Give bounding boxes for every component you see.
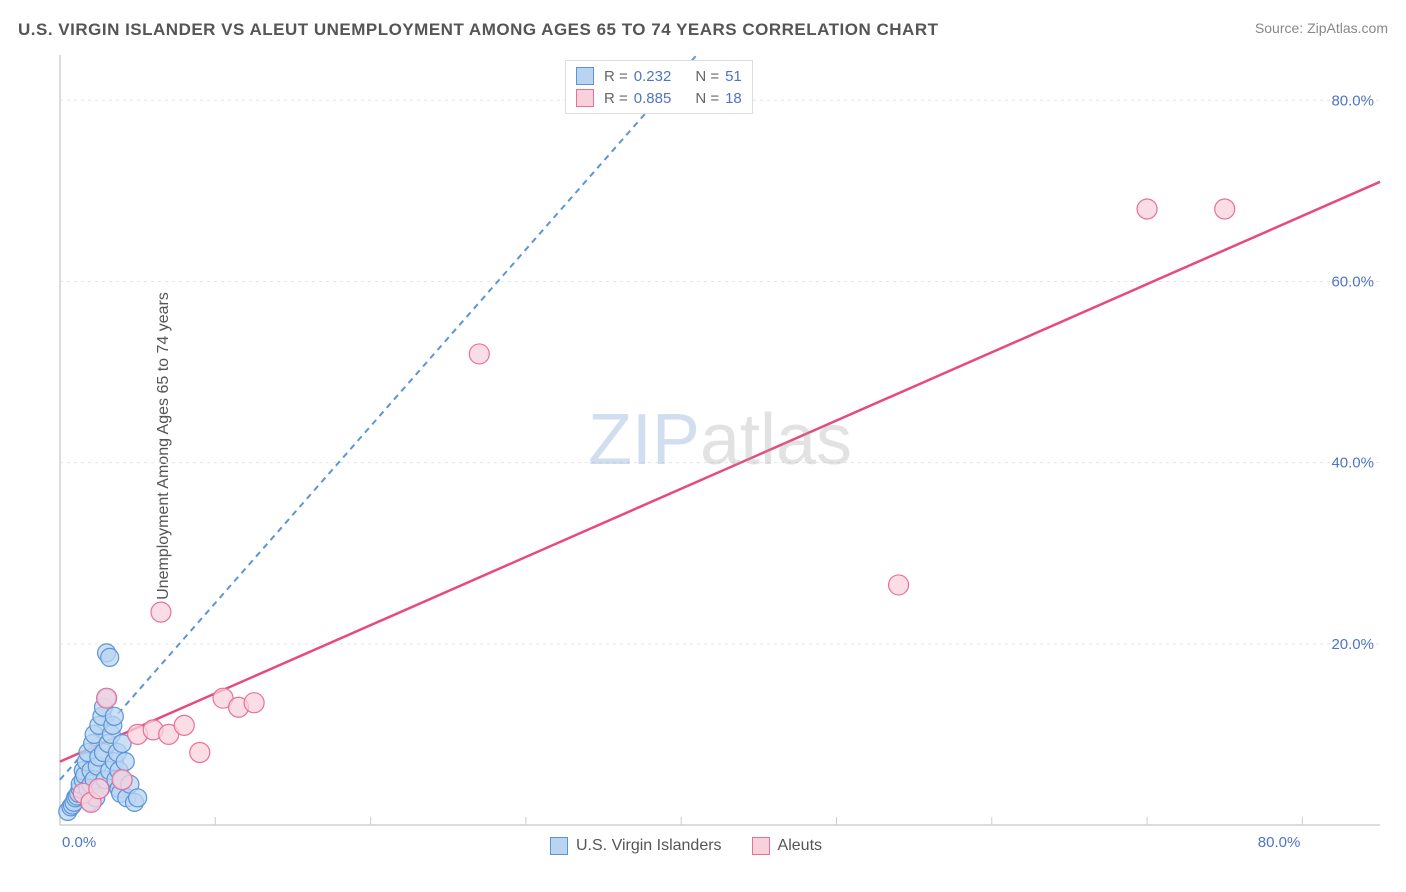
stat-r-label: R = (604, 90, 628, 107)
source-label: Source: ZipAtlas.com (1255, 20, 1388, 36)
legend-label: U.S. Virgin Islanders (576, 837, 722, 855)
stat-r-value: 0.232 (634, 68, 672, 85)
stat-n-label: N = (695, 68, 719, 85)
svg-text:80.0%: 80.0% (1258, 834, 1301, 851)
stat-n-label: N = (695, 90, 719, 107)
legend-item: U.S. Virgin Islanders (550, 837, 722, 855)
stat-n-value: 18 (725, 90, 742, 107)
svg-text:0.0%: 0.0% (62, 834, 96, 851)
stats-row: R = 0.232 N = 51 (576, 65, 742, 87)
stat-r-label: R = (604, 68, 628, 85)
chart-area: 20.0%40.0%60.0%80.0%0.0%80.0% ZIPatlas R… (60, 55, 1380, 825)
svg-text:80.0%: 80.0% (1331, 92, 1374, 109)
legend-label: Aleuts (778, 837, 822, 855)
stats-row: R = 0.885 N = 18 (576, 87, 742, 109)
stat-n-value: 51 (725, 68, 742, 85)
legend-swatch (576, 89, 594, 107)
svg-text:40.0%: 40.0% (1331, 455, 1374, 472)
scatter-plot: 20.0%40.0%60.0%80.0%0.0%80.0% (60, 55, 1380, 825)
svg-text:60.0%: 60.0% (1331, 273, 1374, 290)
legend-item: Aleuts (752, 837, 822, 855)
legend-swatch (576, 67, 594, 85)
svg-text:20.0%: 20.0% (1331, 636, 1374, 653)
legend-swatch (550, 837, 568, 855)
chart-title: U.S. VIRGIN ISLANDER VS ALEUT UNEMPLOYME… (18, 20, 938, 40)
stat-r-value: 0.885 (634, 90, 672, 107)
series-legend: U.S. Virgin Islanders Aleuts (550, 837, 822, 855)
legend-swatch (752, 837, 770, 855)
stats-legend: R = 0.232 N = 51 R = 0.885 N = 18 (565, 60, 753, 114)
